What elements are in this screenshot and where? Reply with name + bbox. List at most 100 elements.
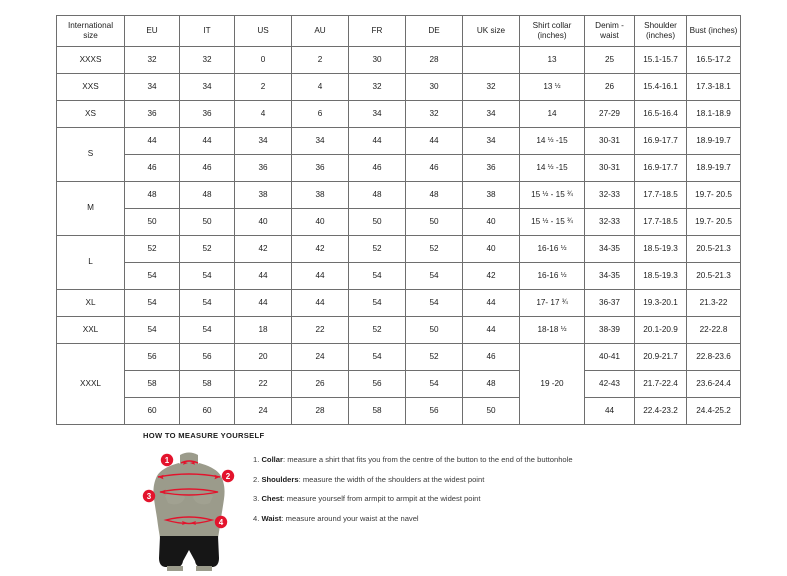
cell-denim: 40-41 [584,343,635,371]
cell-eu: 58 [124,370,180,398]
measurement-figure: 1 2 3 4 [141,446,237,571]
cell-fr: 46 [348,154,406,182]
cell-fr: 30 [348,46,406,74]
cell-collar: 16-16 ½ [519,262,585,290]
col-header-au: AU [291,15,349,47]
cell-bust: 20.5-21.3 [686,262,741,290]
cell-bust: 18.9-19.7 [686,127,741,155]
cell-bust: 19.7- 20.5 [686,181,741,209]
cell-collar: 15 ½ - 15 ¾ [519,208,585,236]
how-to-measure-title: HOW TO MEASURE YOURSELF [143,431,265,440]
cell-collar: 13 ½ [519,73,585,101]
col-header-shoulder: Shoulder (inches) [634,15,687,47]
cell-denim: 27-29 [584,100,635,128]
header-row: International size EU IT US AU FR DE UK … [56,15,741,47]
cell-eu: 32 [124,46,180,74]
cell-de: 28 [405,46,463,74]
col-header-de: DE [405,15,463,47]
cell-it: 50 [179,208,235,236]
row-header-international-size: XXXL [56,343,125,425]
cell-au: 44 [291,262,349,290]
table-body: XXXS 32 32 0 2 30 28 13 25 15.1-15.7 16.5-17.2 XXS 3… [56,46,741,425]
cell-de: 32 [405,100,463,128]
cell-bust: 19.7- 20.5 [686,208,741,236]
row-header-international-size: XXXS [56,46,125,74]
cell-de: 54 [405,289,463,317]
cell-bust: 18.1-18.9 [686,100,741,128]
cell-uk: 38 [462,181,520,209]
measurement-step: 1. Collar: measure a shirt that fits you… [253,455,573,464]
col-header-eu: EU [124,15,180,47]
cell-us: 20 [234,343,292,371]
col-header-fr: FR [348,15,406,47]
row-header-international-size: M [56,181,125,236]
cell-uk: 50 [462,397,520,425]
cell-eu: 56 [124,343,180,371]
cell-shoulder: 18.5-19.3 [634,262,687,290]
cell-fr: 34 [348,100,406,128]
cell-au: 6 [291,100,349,128]
table-row: XL 54 54 44 44 54 54 44 17- 17 ¾ 36-37 19.3-20.1 21… [56,289,741,317]
cell-eu: 36 [124,100,180,128]
cell-collar: 14 ½ -15 [519,127,585,155]
cell-de: 54 [405,262,463,290]
table-row: XXS 34 34 2 4 32 30 32 13 ½ 26 15.4-16.1 17.3-18.1 [56,73,741,101]
cell-eu: 34 [124,73,180,101]
table-row: S 44 44 34 34 44 44 34 14 ½ -15 30-31 16.9-17.7 18.… [56,127,741,182]
cell-fr: 54 [348,289,406,317]
row-header-international-size: S [56,127,125,182]
cell-de: 54 [405,370,463,398]
cell-shoulder: 16.9-17.7 [634,154,687,182]
cell-bust: 24.4-25.2 [686,397,741,425]
cell-au: 44 [291,289,349,317]
cell-de: 52 [405,343,463,371]
cell-collar: 15 ½ - 15 ¾ [519,181,585,209]
col-header-it: IT [179,15,235,47]
cell-denim: 38-39 [584,316,635,344]
cell-au: 42 [291,235,349,263]
cell-denim: 42-43 [584,370,635,398]
col-header-uk-size: UK size [462,15,520,47]
cell-de: 50 [405,316,463,344]
cell-shoulder: 16.9-17.7 [634,127,687,155]
row-header-international-size: XL [56,289,125,317]
cell-au: 34 [291,127,349,155]
table-row: 50 50 40 40 50 50 40 15 ½ - 15 ¾ 32-33 17.7-18.5 1… [57,208,741,236]
cell-uk: 44 [462,316,520,344]
cell-uk: 34 [462,127,520,155]
col-header-shirt-collar: Shirt collar (inches) [519,15,585,47]
cell-fr: 54 [348,343,406,371]
cell-uk: 44 [462,289,520,317]
cell-it: 46 [179,154,235,182]
cell-us: 40 [234,208,292,236]
figure-marker-1: 1 [160,453,174,467]
cell-denim: 30-31 [584,154,635,182]
cell-collar-merged: 19 -20 [519,343,585,425]
cell-it: 32 [179,46,235,74]
cell-it: 52 [179,235,235,263]
cell-it: 58 [179,370,235,398]
cell-de: 30 [405,73,463,101]
cell-eu: 46 [124,154,180,182]
cell-eu: 52 [124,235,180,263]
measurement-step: 4. Waist: measure around your waist at t… [253,514,419,524]
cell-uk: 40 [462,208,520,236]
measurement-step: 2. Shoulders: measure the width of the s… [253,474,485,484]
table-row: 54 54 44 44 54 54 42 16-16 ½ 34-35 18.5-19.3 20.5-… [57,262,741,290]
header-line-1: Shoulder [644,20,677,30]
how-to-measure-section: HOW TO MEASURE YOURSELF [57,431,757,571]
cell-de: 44 [405,127,463,155]
cell-collar: 14 [519,100,585,128]
cell-it: 60 [179,397,235,425]
cell-au: 38 [291,181,349,209]
cell-us: 24 [234,397,292,425]
cell-collar: 13 [519,46,585,74]
cell-us: 18 [234,316,292,344]
cell-us: 0 [234,46,292,74]
table-row: 46 46 36 36 46 46 36 14 ½ -15 30-31 16.9-17.7 18.9… [57,154,741,182]
cell-us: 38 [234,181,292,209]
svg-text:2: 2 [226,472,231,481]
cell-shoulder: 15.1-15.7 [634,46,687,74]
cell-denim: 25 [584,46,635,74]
